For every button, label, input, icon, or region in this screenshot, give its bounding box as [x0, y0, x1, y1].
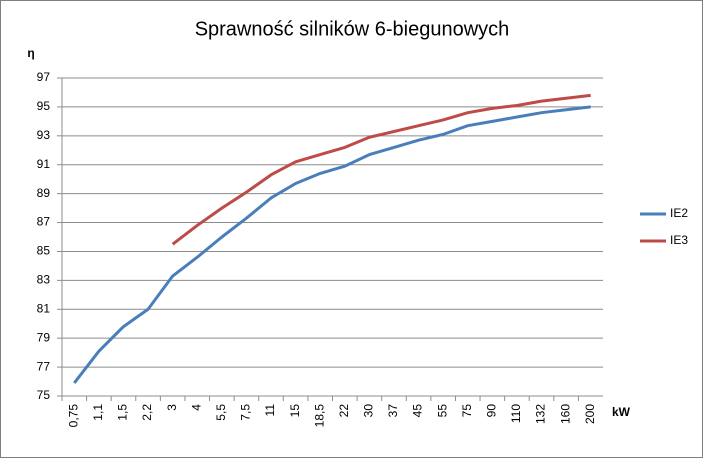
y-tick-label: 79: [37, 330, 51, 344]
x-axis-label: kW: [612, 405, 631, 419]
y-tick-label: 77: [37, 359, 51, 373]
x-tick-label: 2,2: [140, 404, 154, 421]
x-tick-label: 30: [362, 404, 376, 418]
y-axis-label: η: [27, 46, 34, 60]
chart-title: Sprawność silników 6-biegunowych: [195, 18, 510, 40]
x-tick-label: 55: [435, 404, 449, 418]
x-tick-label: 200: [583, 404, 597, 424]
x-tick-label: 11: [263, 404, 277, 417]
x-tick-label: 75: [460, 404, 474, 418]
x-tick-label: 15: [288, 404, 302, 418]
x-tick-label: 45: [411, 404, 425, 418]
x-tick-label: 7,5: [239, 404, 253, 421]
x-tick-label: 5,5: [214, 404, 228, 421]
x-tick-label: 22: [337, 404, 351, 418]
x-tick-label: 3: [165, 404, 179, 411]
y-tick-label: 87: [37, 215, 51, 229]
x-tick-label: 90: [485, 404, 499, 418]
y-tick-label: 97: [37, 70, 51, 84]
legend-label: IE2: [670, 206, 688, 220]
x-tick-label: 37: [386, 404, 400, 418]
x-tick-label: 4: [189, 404, 203, 411]
y-tick-label: 93: [37, 128, 51, 142]
y-tick-label: 89: [37, 186, 51, 200]
y-tick-label: 81: [37, 301, 51, 315]
legend-label: IE3: [670, 233, 688, 247]
series-line: [73, 105, 591, 384]
x-tick-label: 1,1: [91, 404, 105, 421]
x-tick-label: 110: [509, 404, 523, 423]
x-tick-label: 18,5: [312, 404, 326, 428]
x-tick-label: 1,5: [116, 404, 130, 421]
y-tick-label: 91: [37, 157, 51, 171]
y-tick-label: 83: [37, 273, 51, 287]
y-tick-label: 85: [37, 244, 51, 258]
x-tick-label: 132: [534, 404, 548, 424]
y-tick-label: 95: [37, 99, 51, 113]
series-line: [171, 93, 591, 246]
y-tick-label: 75: [37, 388, 51, 402]
x-tick-label: 0,75: [66, 404, 80, 428]
x-tick-label: 160: [558, 404, 572, 424]
